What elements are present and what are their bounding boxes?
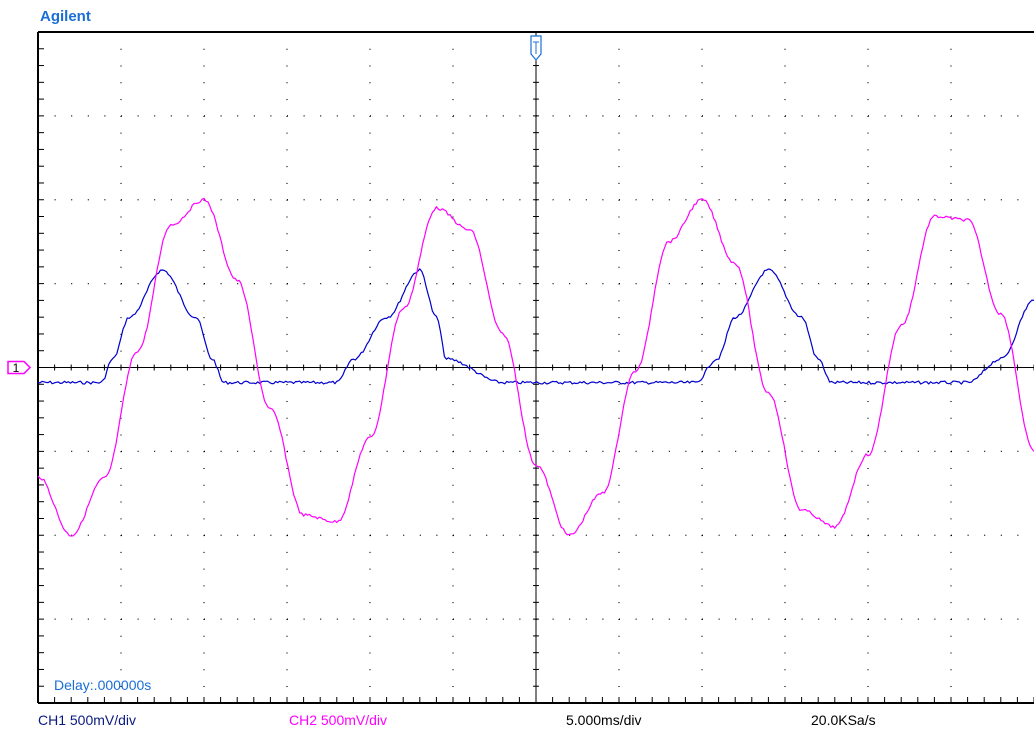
brand-logo: Agilent xyxy=(40,8,91,25)
sample-rate-label: 20.0KSa/s xyxy=(811,712,876,728)
delay-readout: Delay:.000000s xyxy=(54,677,152,693)
graticule xyxy=(37,31,1034,704)
trace-ch2 xyxy=(37,197,1034,537)
ch2-scale-label: CH2 500mV/div xyxy=(289,712,388,728)
markers: 1 xyxy=(7,35,542,375)
ground-marker-label: 1 xyxy=(13,361,20,375)
waveform-traces xyxy=(37,197,1034,537)
timebase-label: 5.000ms/div xyxy=(566,712,642,728)
trigger-marker-icon xyxy=(530,35,542,61)
ground-marker-shape xyxy=(7,360,32,375)
ch1-scale-label: CH1 500mV/div xyxy=(38,712,137,728)
trace-ch1 xyxy=(37,268,1034,385)
ch1-ground-marker: 1 xyxy=(7,360,32,375)
